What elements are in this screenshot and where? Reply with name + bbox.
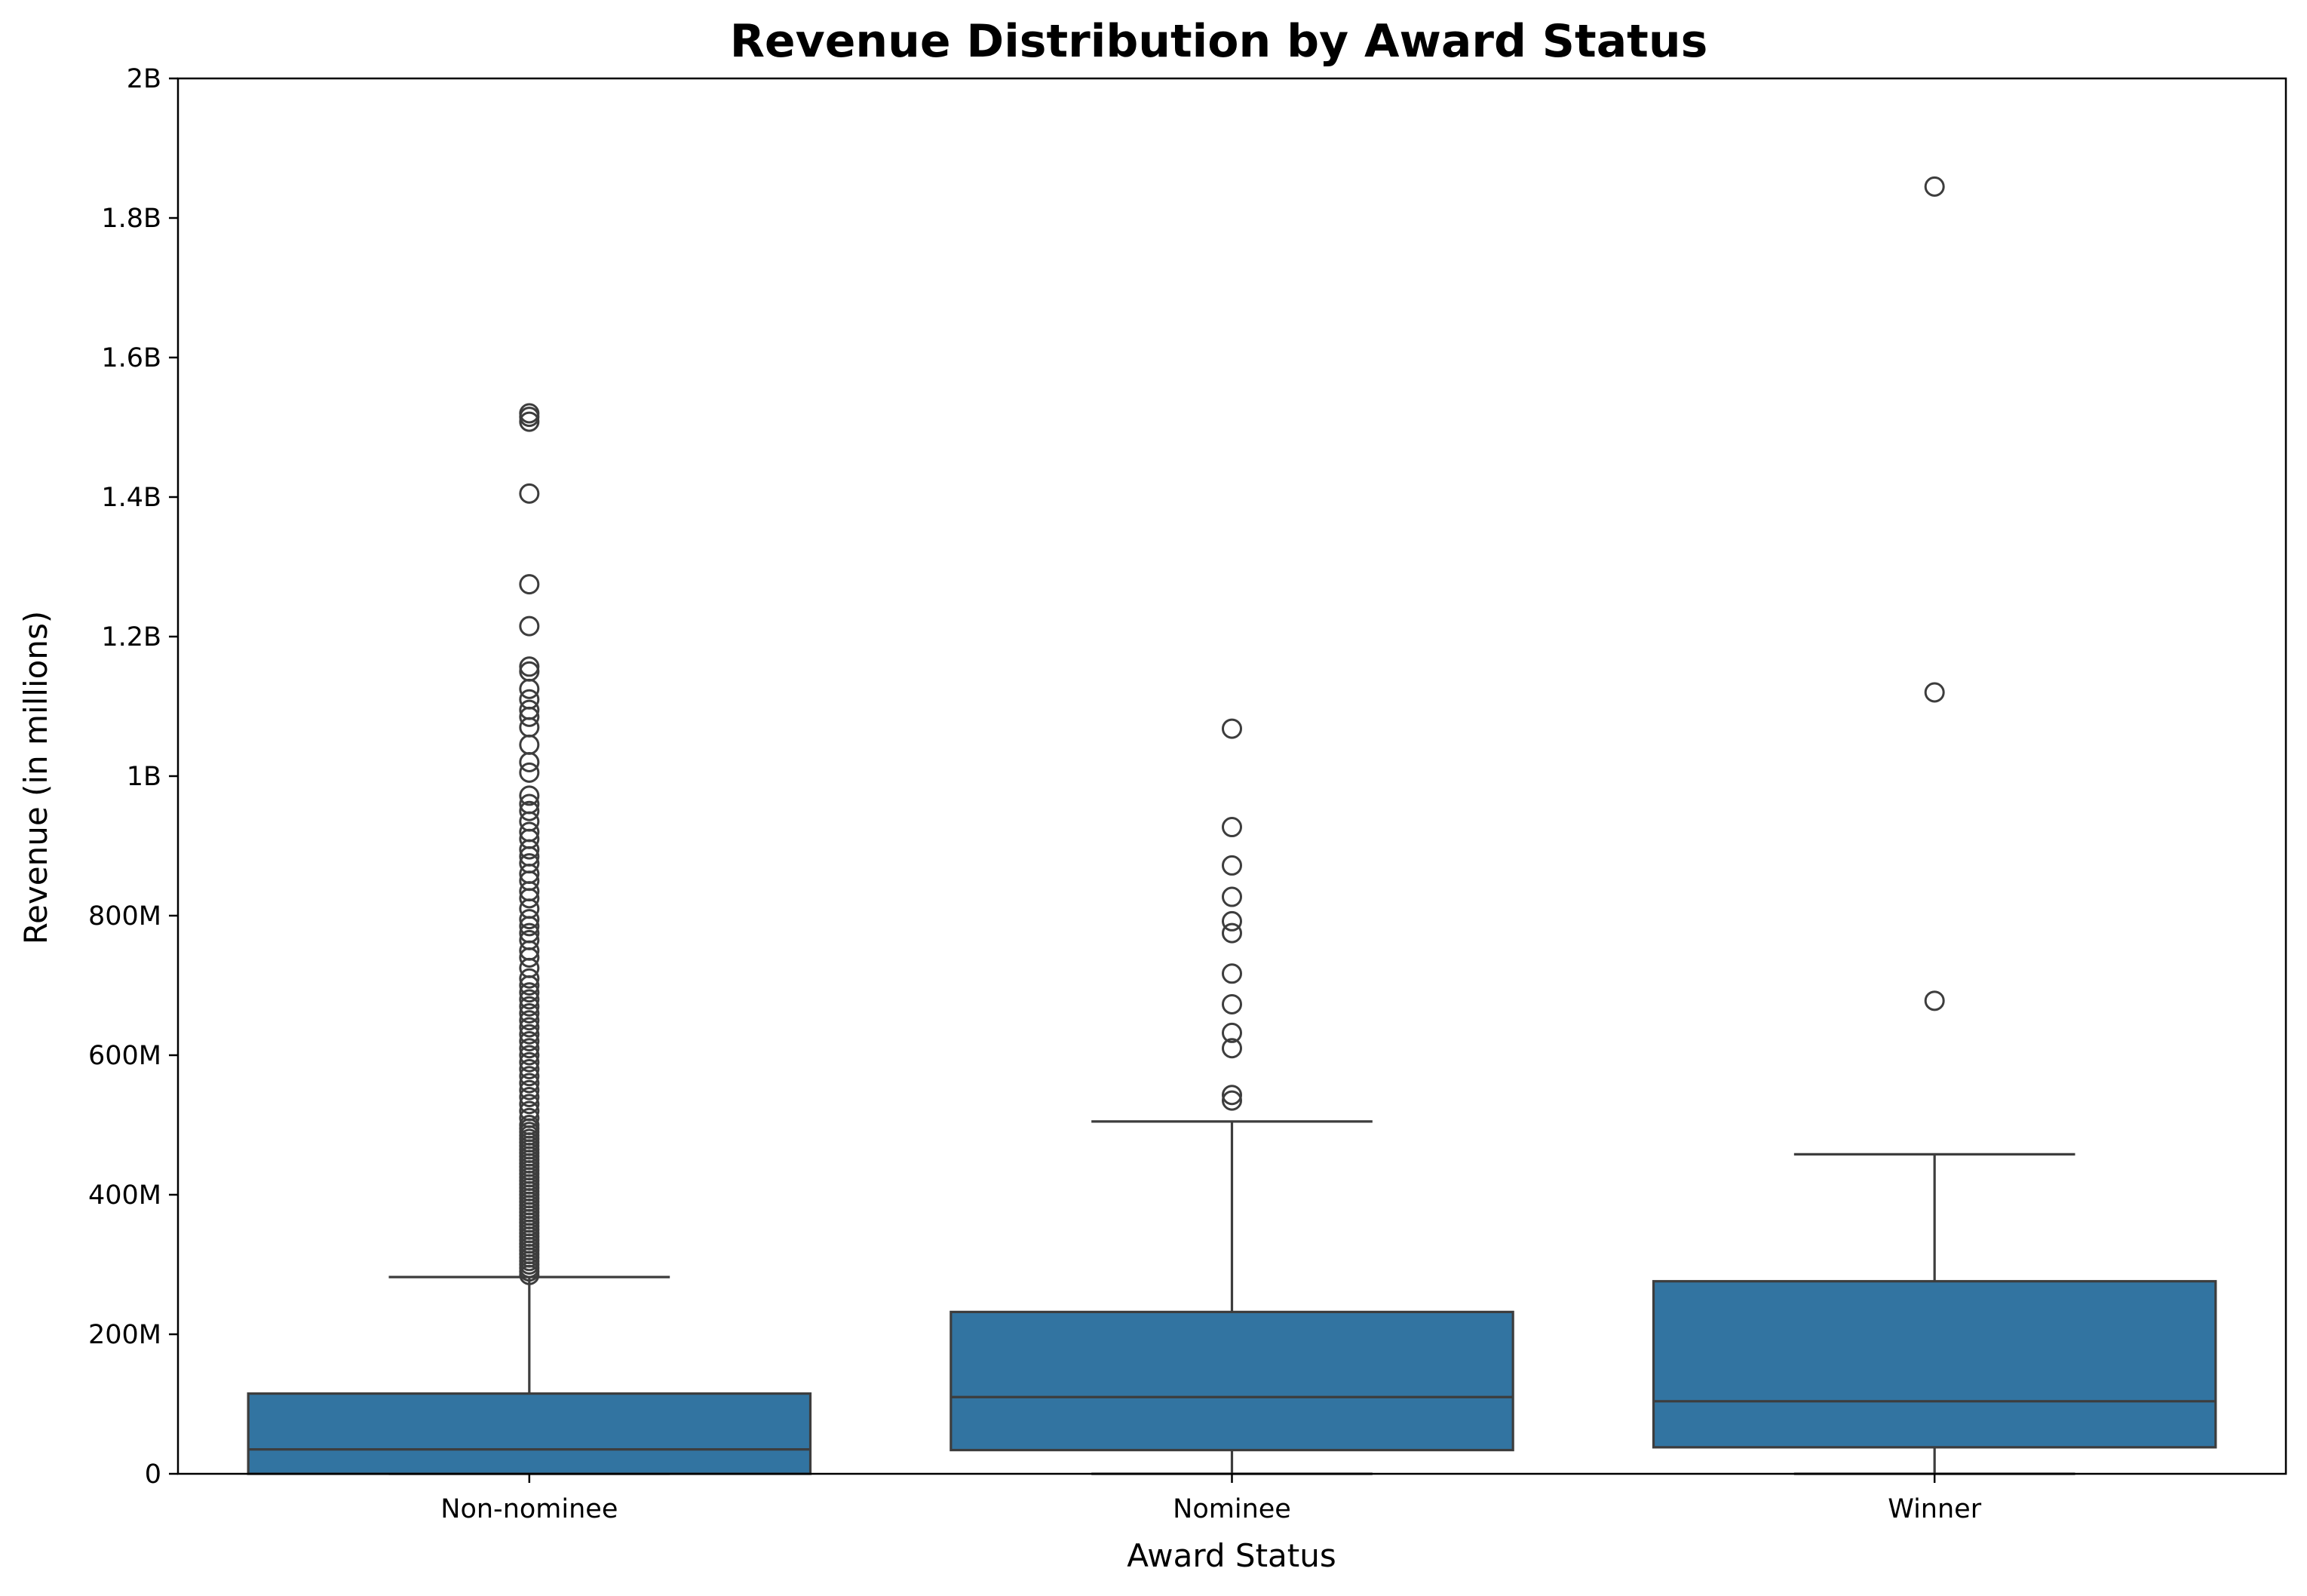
outlier-point (519, 717, 540, 738)
outlier-point (519, 909, 540, 930)
outlier-point (519, 1100, 540, 1122)
outlier-point (519, 989, 540, 1010)
outlier-point (1924, 990, 1945, 1011)
outlier-point (519, 483, 540, 504)
x-tick-label: Nominee (1173, 1494, 1291, 1524)
outlier-point (519, 752, 540, 772)
outlier-point (519, 1115, 540, 1135)
box-iqr (1652, 1280, 2217, 1449)
outlier-point (1924, 176, 1945, 197)
outlier-point (1222, 993, 1242, 1014)
outlier-point (1222, 1038, 1242, 1059)
outlier-point (519, 1010, 540, 1031)
box-group-winner (1652, 176, 2217, 1475)
outlier-point (519, 1073, 540, 1094)
outlier-point (519, 982, 540, 1003)
outlier-point (519, 762, 540, 783)
outlier-point (519, 968, 540, 989)
box-iqr (247, 1392, 812, 1475)
outlier-point (1222, 963, 1242, 984)
y-tick-label: 200M (88, 1320, 161, 1350)
outlier-point (519, 1094, 540, 1115)
outlier-point (519, 656, 540, 677)
outlier-point (519, 1024, 540, 1045)
outlier-point (1222, 886, 1242, 907)
outlier-point (519, 1031, 540, 1051)
x-tick-label: Non-nominee (440, 1494, 618, 1524)
outlier-point (519, 734, 540, 755)
y-tick-label: 600M (88, 1041, 161, 1071)
outlier-point (519, 957, 540, 978)
x-axis-label: Award Status (1127, 1537, 1336, 1574)
outlier-point (519, 574, 540, 595)
outlier-point (519, 403, 540, 424)
outlier-point (1924, 682, 1945, 703)
outlier-point (519, 1003, 540, 1024)
outlier-point (1222, 855, 1242, 876)
outlier-point (519, 800, 540, 821)
outlier-point (519, 1017, 540, 1038)
outlier-point (519, 1045, 540, 1066)
outlier-point (1222, 910, 1242, 932)
y-tick-label: 1.6B (101, 343, 161, 373)
outlier-point (519, 793, 540, 815)
box-iqr (949, 1310, 1514, 1452)
outlier-point (1222, 922, 1242, 944)
x-axis: Non-nominee Nominee Winner (440, 1474, 1982, 1524)
outlier-point (519, 689, 540, 710)
outlier-point (519, 1087, 540, 1107)
outlier-point (519, 1059, 540, 1079)
outlier-point (519, 1079, 540, 1100)
y-axis: 0 200M 400M 600M 800M 1B 1.2B 1.4B 1.6B 1.8B 2B (88, 64, 178, 1490)
outlier-point (519, 1107, 540, 1128)
y-tick-label: 800M (88, 901, 161, 932)
outlier-point (519, 411, 540, 432)
y-tick-label: 1.2B (101, 622, 161, 652)
outlier-point (1222, 718, 1242, 739)
outlier-point (1222, 1085, 1242, 1106)
y-tick-label: 1.8B (101, 204, 161, 234)
outlier-point (519, 821, 540, 843)
outlier-point (519, 785, 540, 806)
y-axis-label: Revenue (in millions) (17, 611, 54, 944)
outlier-point (1222, 1022, 1242, 1043)
outlier-point (519, 678, 540, 699)
plot-area (176, 77, 2287, 1475)
outlier-point (519, 1038, 540, 1059)
y-tick-label: 1.4B (101, 483, 161, 513)
outlier-point (1222, 1090, 1242, 1111)
y-tick-label: 0 (145, 1459, 161, 1490)
outlier-point (519, 1066, 540, 1087)
outlier-point (519, 929, 540, 950)
y-tick-label: 1B (127, 762, 161, 792)
outlier-point (519, 853, 540, 874)
outlier-point (1222, 817, 1242, 838)
outlier-point (519, 922, 540, 944)
outlier-point (519, 1051, 540, 1073)
outlier-point (519, 615, 540, 637)
outlier-point (519, 898, 540, 919)
outlier-point (519, 811, 540, 832)
y-tick-label: 2B (127, 64, 161, 94)
box-group-non-nominee (247, 403, 812, 1475)
box-group-nominee (949, 718, 1514, 1475)
chart-title: Revenue Distribution by Award Status (730, 15, 1708, 68)
x-tick-label: Winner (1888, 1494, 1981, 1524)
outlier-point (519, 699, 540, 720)
outlier-point (519, 996, 540, 1017)
outlier-point (519, 661, 540, 682)
y-tick-label: 400M (88, 1180, 161, 1211)
